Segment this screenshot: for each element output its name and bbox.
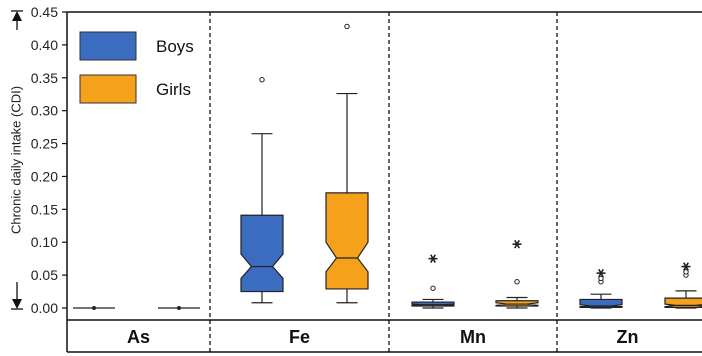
panel-label-mn: Mn bbox=[460, 327, 486, 347]
y-tick-label: 0.30 bbox=[31, 103, 58, 119]
legend-label-1: Girls bbox=[156, 80, 191, 99]
y-axis: 0.00 0.05 0.10 0.15 0.20 0.25 0.30 0.35 0.40 0.45… bbox=[8, 4, 67, 316]
asterisk-stroke bbox=[514, 239, 520, 249]
girls-extreme-asterisk bbox=[512, 239, 522, 249]
y-tick-label: 0.00 bbox=[31, 300, 58, 316]
girls-box-body bbox=[325, 192, 369, 290]
girls-outlier bbox=[344, 23, 350, 30]
plot-frame bbox=[66, 11, 702, 353]
boys-box-Zn bbox=[579, 268, 623, 309]
legend-label-0: Boys bbox=[156, 37, 194, 56]
boys-outlier bbox=[259, 77, 265, 83]
y-arrow-head-bottom bbox=[12, 299, 22, 309]
asterisk-stroke bbox=[430, 254, 436, 263]
girls-box-Fe bbox=[325, 23, 369, 304]
legend-swatch-0 bbox=[79, 31, 137, 61]
boys-outlier bbox=[430, 285, 436, 291]
y-tick-label: 0.25 bbox=[31, 136, 58, 152]
boys-median-dot bbox=[92, 306, 96, 310]
girls-outlier bbox=[683, 269, 689, 275]
boys-box-body bbox=[579, 298, 623, 308]
boys-extreme-asterisk bbox=[596, 268, 606, 278]
y-tick-label: 0.10 bbox=[31, 234, 58, 250]
girls-outlier bbox=[514, 278, 520, 285]
asterisk-stroke bbox=[683, 262, 689, 271]
y-tick-label: 0.05 bbox=[31, 267, 58, 283]
panel-label-as: As bbox=[127, 327, 150, 347]
girls-box-Mn bbox=[495, 239, 539, 309]
girls-extreme-asterisk bbox=[681, 262, 691, 271]
boys-box-As bbox=[73, 306, 115, 310]
panel-label-zn: Zn bbox=[617, 327, 639, 347]
legend: Boys Girls bbox=[79, 31, 194, 104]
y-tick-label: 0.35 bbox=[31, 70, 58, 86]
boys-box-Fe bbox=[240, 77, 284, 304]
legend-swatch-1 bbox=[79, 74, 137, 104]
y-arrow-head-top bbox=[12, 11, 22, 21]
girls-median-dot bbox=[177, 306, 181, 310]
boys-box-body bbox=[411, 301, 455, 307]
girls-box-As bbox=[158, 306, 200, 310]
y-axis-label: Chronic daily intake (CDI) bbox=[8, 86, 23, 234]
y-tick-label: 0.40 bbox=[31, 37, 58, 53]
asterisk-stroke bbox=[598, 268, 604, 278]
girls-box-body bbox=[495, 300, 539, 307]
girls-box-Zn bbox=[664, 262, 702, 309]
boys-outlier bbox=[598, 275, 604, 282]
panel-labels: As Fe Mn Zn bbox=[127, 327, 639, 347]
panel-label-fe: Fe bbox=[289, 327, 310, 347]
box-series bbox=[73, 23, 702, 310]
y-tick-label: 0.20 bbox=[31, 168, 58, 184]
boys-extreme-asterisk bbox=[428, 254, 438, 263]
boys-box-body bbox=[240, 214, 284, 293]
boys-box-Mn bbox=[411, 254, 455, 309]
y-tick-label: 0.15 bbox=[31, 201, 58, 217]
y-tick-label: 0.45 bbox=[31, 4, 58, 20]
